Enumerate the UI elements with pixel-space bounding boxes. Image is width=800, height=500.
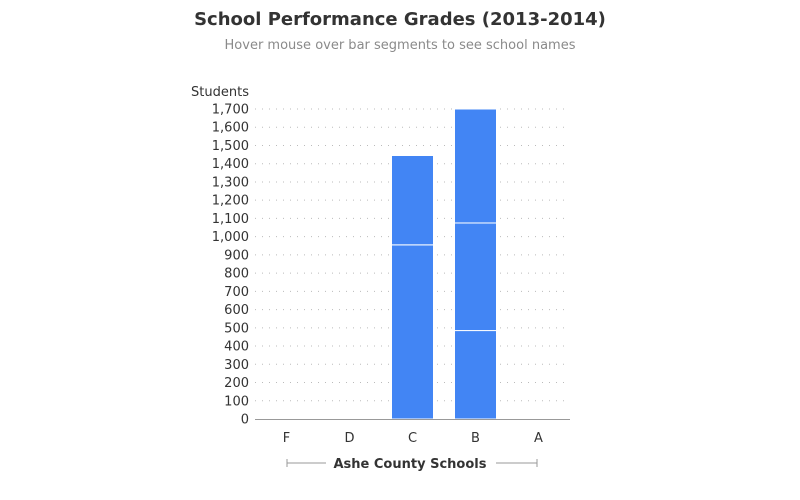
y-tick-label: 700	[224, 285, 249, 300]
y-tick-label: 0	[241, 413, 249, 428]
y-tick-label: 1,700	[212, 103, 249, 118]
y-axis-title: Students	[191, 85, 249, 100]
x-tick-label: D	[344, 431, 354, 446]
x-tick-label: C	[408, 431, 417, 446]
y-tick-label: 100	[224, 394, 249, 409]
y-tick-label: 1,300	[212, 175, 249, 190]
y-tick-label: 300	[224, 358, 249, 373]
bar-segment[interactable]	[391, 155, 434, 246]
y-axis-tick-labels: 0 100 200 300 400 500 600 700 800 900 1,000 1,100 1,…	[212, 103, 249, 428]
bar-segment[interactable]	[391, 244, 434, 420]
bar-segment[interactable]	[454, 108, 497, 224]
y-tick-label: 1,000	[212, 230, 249, 245]
y-tick-label: 1,600	[212, 121, 249, 136]
y-tick-label: 900	[224, 248, 249, 263]
chart-title: School Performance Grades (2013-2014)	[194, 9, 606, 30]
y-tick-label: 1,200	[212, 194, 249, 209]
y-tick-label: 1,500	[212, 139, 249, 154]
x-tick-label: B	[471, 431, 480, 446]
x-tick-label: F	[283, 431, 290, 446]
y-tick-label: 200	[224, 376, 249, 391]
x-axis-title: Ashe County Schools	[334, 457, 487, 472]
x-tick-label: A	[534, 431, 543, 446]
y-tick-label: 1,400	[212, 157, 249, 172]
chart-subtitle: Hover mouse over bar segments to see sch…	[224, 38, 576, 53]
bars	[391, 108, 497, 420]
y-tick-label: 400	[224, 340, 249, 355]
bar-segment[interactable]	[454, 222, 497, 332]
y-tick-label: 500	[224, 321, 249, 336]
y-tick-label: 600	[224, 303, 249, 318]
bar-segment[interactable]	[454, 330, 497, 420]
y-tick-label: 800	[224, 267, 249, 282]
x-axis-title-group: Ashe County Schools	[286, 457, 538, 472]
y-tick-label: 1,100	[212, 212, 249, 227]
